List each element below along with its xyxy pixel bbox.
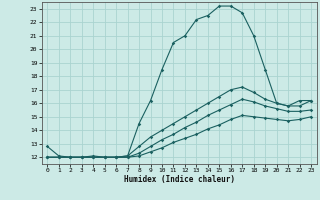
- X-axis label: Humidex (Indice chaleur): Humidex (Indice chaleur): [124, 175, 235, 184]
